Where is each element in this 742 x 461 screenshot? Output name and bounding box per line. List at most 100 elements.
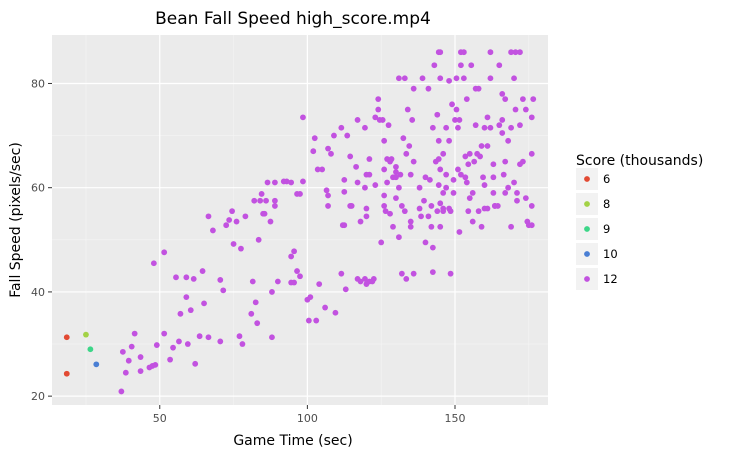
- data-point-score-12: [319, 166, 326, 173]
- data-point-score-12: [396, 75, 402, 82]
- legend-key-12: [584, 276, 590, 282]
- data-point-score-12: [354, 179, 361, 186]
- data-point-score-12: [238, 245, 244, 252]
- data-point-score-12: [161, 249, 168, 256]
- data-point-score-12: [264, 179, 271, 186]
- y-axis: 20 40 60 80: [31, 77, 52, 403]
- data-point-score-12: [381, 166, 388, 173]
- data-point-score-12: [528, 150, 535, 157]
- data-point-score-12: [502, 96, 509, 102]
- data-point-score-12: [453, 106, 460, 113]
- data-point-score-12: [505, 184, 512, 191]
- data-point-score-12: [342, 286, 349, 293]
- data-point-score-12: [443, 184, 450, 191]
- data-point-score-12: [437, 49, 444, 56]
- data-point-score-12: [387, 210, 393, 217]
- data-point-score-12: [274, 278, 281, 285]
- data-point-score-12: [257, 197, 264, 204]
- data-point-score-12: [425, 85, 432, 92]
- chart-title: Bean Fall Speed high_score.mp4: [155, 9, 431, 29]
- data-point-score-12: [316, 281, 323, 287]
- data-point-score-12: [137, 354, 144, 360]
- data-point-score-12: [407, 223, 414, 230]
- data-point-score-12: [236, 333, 243, 340]
- data-point-score-12: [403, 150, 410, 157]
- data-point-score-12: [223, 222, 230, 229]
- data-point-score-12: [187, 307, 194, 314]
- data-point-score-12: [511, 179, 517, 186]
- data-point-score-12: [226, 217, 233, 223]
- data-point-score-12: [514, 197, 520, 204]
- data-point-score-12: [458, 62, 464, 69]
- data-point-score-12: [452, 117, 458, 123]
- data-point-score-12: [381, 203, 388, 209]
- data-point-score-12: [294, 268, 300, 274]
- data-point-score-12: [437, 75, 444, 82]
- data-point-score-12: [325, 145, 331, 152]
- data-point-score-12: [176, 338, 182, 345]
- data-point-score-12: [456, 117, 463, 123]
- data-point-score-12: [119, 348, 126, 355]
- data-point-score-12: [508, 124, 514, 131]
- data-point-score-12: [384, 179, 390, 186]
- data-point-score-12: [269, 334, 275, 341]
- data-point-score-12: [466, 195, 473, 202]
- data-point-score-12: [512, 49, 519, 56]
- data-point-score-12: [469, 190, 476, 196]
- data-point-score-12: [205, 213, 212, 220]
- data-point-score-12: [199, 268, 206, 274]
- data-point-score-12: [152, 361, 159, 368]
- data-point-score-12: [481, 124, 488, 131]
- data-point-score-12: [393, 163, 399, 170]
- legend-label-10: 10: [603, 247, 618, 261]
- data-point-score-12: [205, 334, 212, 341]
- data-point-score-12: [251, 197, 258, 204]
- data-point-score-12: [272, 197, 278, 204]
- data-point-score-12: [252, 299, 259, 306]
- data-point-score-12: [398, 270, 405, 277]
- data-point-score-12: [487, 124, 494, 131]
- data-point-score-12: [508, 49, 514, 56]
- data-point-score-12: [490, 174, 497, 181]
- data-point-score-12: [363, 205, 370, 212]
- data-point-score-12: [183, 294, 190, 301]
- data-point-score-12: [353, 163, 359, 170]
- x-axis-label: Game Time (sec): [233, 433, 352, 449]
- data-point-score-12: [314, 166, 321, 173]
- data-point-score-12: [435, 156, 442, 162]
- data-point-score-12: [406, 143, 413, 149]
- data-point-score-12: [511, 75, 517, 82]
- data-point-score-12: [435, 182, 442, 188]
- data-point-score-12: [378, 239, 385, 246]
- data-point-score-12: [357, 278, 364, 285]
- data-point-score-12: [471, 158, 478, 165]
- data-point-score-12: [128, 343, 135, 350]
- data-point-score-12: [505, 137, 512, 144]
- data-point-score-12: [462, 153, 469, 160]
- data-point-score-9: [87, 346, 94, 353]
- data-point-score-12: [446, 137, 452, 144]
- data-point-score-12: [469, 218, 476, 225]
- data-point-score-12: [254, 320, 261, 327]
- data-point-score-12: [468, 62, 475, 69]
- legend-key-6: [584, 176, 590, 182]
- data-point-score-12: [478, 143, 485, 149]
- data-point-score-12: [131, 330, 138, 337]
- data-point-score-12: [307, 294, 314, 301]
- y-axis-label: Fall Speed (pixels/sec): [8, 142, 24, 298]
- data-point-score-12: [490, 161, 497, 168]
- data-point-score-12: [150, 260, 157, 267]
- data-point-score-12: [300, 114, 306, 121]
- data-point-score-12: [153, 342, 160, 348]
- data-point-score-12: [170, 344, 176, 351]
- data-point-score-12: [475, 208, 482, 215]
- data-point-score-12: [517, 122, 523, 129]
- data-point-score-12: [255, 236, 262, 243]
- data-point-score-12: [528, 203, 535, 209]
- data-point-score-12: [192, 360, 199, 367]
- data-point-score-12: [422, 239, 429, 246]
- data-point-score-12: [125, 357, 132, 364]
- data-point-score-12: [522, 106, 529, 113]
- data-point-score-12: [453, 75, 460, 82]
- data-point-score-12: [393, 169, 399, 175]
